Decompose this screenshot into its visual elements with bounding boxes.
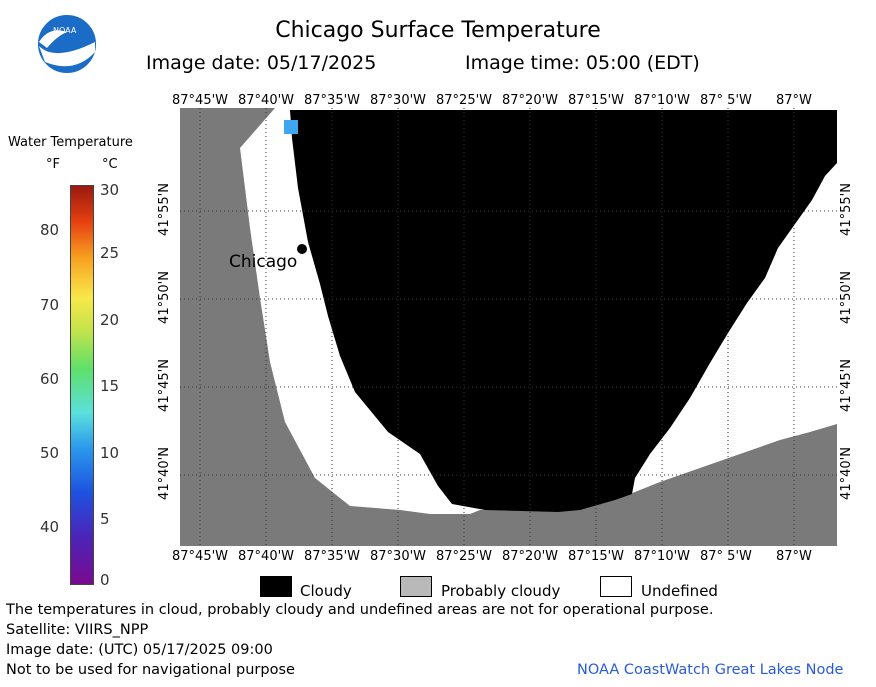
lat-label-right-2: 41°50'N — [838, 271, 854, 324]
lat-label-right-1: 41°55'N — [838, 183, 854, 236]
lon-label-bottom-2: 87°40'W — [238, 549, 295, 564]
lat-label-left-4: 41°40'N — [156, 447, 172, 500]
c-tick-15: 15 — [100, 377, 120, 395]
lon-label-bottom-5: 87°25'W — [436, 549, 493, 564]
lon-label-top-9: 87° 5'W — [700, 93, 752, 108]
lon-label-bottom-9: 87° 5'W — [700, 549, 752, 564]
lat-label-left-1: 41°55'N — [156, 183, 172, 236]
noaa-logo-icon — [36, 13, 98, 75]
footer-node-link[interactable]: NOAA CoastWatch Great Lakes Node — [577, 662, 844, 678]
lon-label-top-2: 87°40'W — [238, 93, 295, 108]
unit-celsius: °C — [102, 157, 118, 172]
lon-label-bottom-4: 87°30'W — [370, 549, 427, 564]
f-tick-60: 60 — [40, 370, 60, 388]
lon-label-bottom-6: 87°20'W — [502, 549, 559, 564]
c-tick-20: 20 — [100, 311, 120, 329]
probably-cloudy-swatch — [400, 576, 432, 597]
c-tick-10: 10 — [100, 444, 120, 462]
footer-utc-date: Image date: (UTC) 05/17/2025 09:00 — [6, 642, 273, 658]
lon-label-top-10: 87°W — [776, 93, 812, 108]
f-tick-80: 80 — [40, 221, 60, 239]
c-tick-25: 25 — [100, 244, 120, 262]
probably-cloudy-label: Probably cloudy — [441, 582, 561, 600]
cloudy-label: Cloudy — [300, 582, 352, 600]
lon-label-top-5: 87°25'W — [436, 93, 493, 108]
lon-label-bottom-3: 87°35'W — [304, 549, 361, 564]
water-temp-pixel — [284, 120, 298, 134]
cloudy-swatch — [260, 576, 292, 597]
lon-label-top-3: 87°35'W — [304, 93, 361, 108]
chicago-marker — [297, 244, 307, 254]
unit-fahrenheit: °F — [46, 157, 60, 172]
footer-warning: Not to be used for navigational purpose — [6, 662, 295, 678]
lat-label-left-2: 41°50'N — [156, 271, 172, 324]
temperature-map — [180, 108, 837, 546]
c-tick-30: 30 — [100, 181, 120, 199]
lon-label-bottom-8: 87°10'W — [634, 549, 691, 564]
map-title: Chicago Surface Temperature — [275, 18, 601, 43]
lon-label-bottom-7: 87°15'W — [568, 549, 625, 564]
lon-label-top-1: 87°45'W — [172, 93, 229, 108]
lat-label-right-3: 41°45'N — [838, 359, 854, 412]
lon-label-top-7: 87°15'W — [568, 93, 625, 108]
undefined-label: Undefined — [641, 582, 718, 600]
lon-label-bottom-1: 87°45'W — [172, 549, 229, 564]
lon-label-top-4: 87°30'W — [370, 93, 427, 108]
lon-label-top-6: 87°20'W — [502, 93, 559, 108]
temperature-color-bar — [70, 185, 94, 585]
f-tick-70: 70 — [40, 296, 60, 314]
logo-text: NOAA — [53, 26, 77, 35]
lat-label-left-3: 41°45'N — [156, 359, 172, 412]
footer-note: The temperatures in cloud, probably clou… — [6, 602, 714, 618]
c-tick-0: 0 — [100, 571, 110, 589]
lon-label-top-8: 87°10'W — [634, 93, 691, 108]
chicago-label: Chicago — [229, 252, 298, 272]
lon-label-bottom-10: 87°W — [776, 549, 812, 564]
image-time: Image time: 05:00 (EDT) — [465, 52, 700, 74]
image-date: Image date: 05/17/2025 — [146, 52, 377, 74]
undefined-swatch — [600, 576, 632, 597]
f-tick-40: 40 — [40, 518, 60, 536]
f-tick-50: 50 — [40, 444, 60, 462]
legend-title: Water Temperature — [8, 135, 133, 150]
c-tick-5: 5 — [100, 510, 110, 528]
lat-label-right-4: 41°40'N — [838, 447, 854, 500]
footer-satellite: Satellite: VIIRS_NPP — [6, 622, 149, 638]
